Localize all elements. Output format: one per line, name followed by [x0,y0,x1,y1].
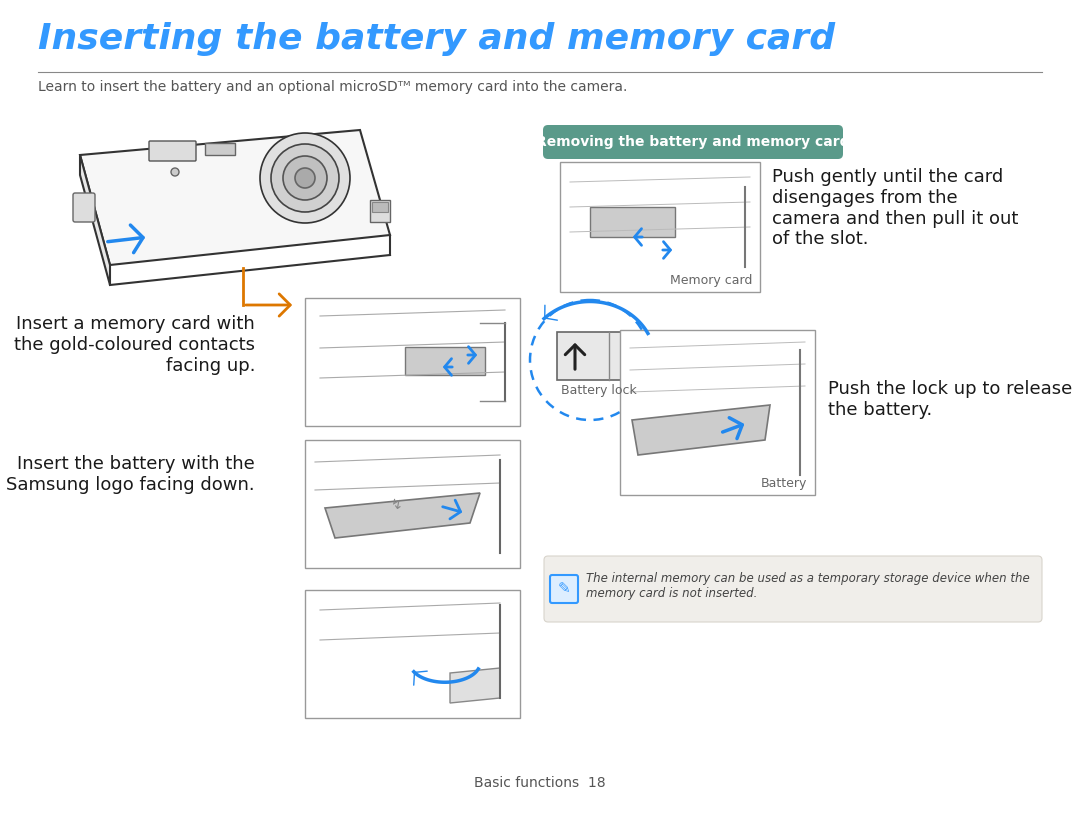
Bar [590,207,675,237]
Bar [305,590,519,718]
Text: Memory card: Memory card [670,274,752,287]
Bar [372,202,388,212]
FancyBboxPatch shape [149,141,195,161]
Text: Insert the battery with the
Samsung logo facing down.: Insert the battery with the Samsung logo… [6,455,255,494]
Bar [557,332,627,380]
Circle shape [260,133,350,223]
Circle shape [271,144,339,212]
Text: Insert a memory card with
the gold-coloured contacts
facing up.: Insert a memory card with the gold-colou… [14,315,255,375]
Text: Learn to insert the battery and an optional microSDᵀᴹ memory card into the camer: Learn to insert the battery and an optio… [38,80,627,94]
Polygon shape [325,493,480,538]
Polygon shape [450,668,500,703]
Text: Push the lock up to release
the battery.: Push the lock up to release the battery. [828,380,1072,419]
Bar [405,347,485,375]
Text: Battery lock: Battery lock [561,384,637,397]
Polygon shape [80,155,110,285]
Circle shape [283,156,327,200]
Text: Basic functions  18: Basic functions 18 [474,776,606,790]
Circle shape [171,168,179,176]
Polygon shape [632,405,770,455]
FancyBboxPatch shape [544,556,1042,622]
Polygon shape [80,130,390,265]
FancyBboxPatch shape [73,193,95,222]
Text: Inserting the battery and memory card: Inserting the battery and memory card [38,22,835,56]
FancyBboxPatch shape [550,575,578,603]
Text: ✎: ✎ [557,581,570,597]
Text: Removing the battery and memory card: Removing the battery and memory card [537,135,850,149]
Bar [620,330,815,495]
Bar [305,440,519,568]
Text: ↯: ↯ [391,498,403,512]
Bar [370,200,390,222]
Text: Battery: Battery [760,477,807,490]
FancyBboxPatch shape [543,125,843,159]
Circle shape [295,168,315,188]
Bar [561,162,760,292]
Bar [305,298,519,426]
Text: Push gently until the card
disengages from the
camera and then pull it out
of th: Push gently until the card disengages fr… [772,168,1018,249]
Text: The internal memory can be used as a temporary storage device when the
memory ca: The internal memory can be used as a tem… [586,572,1029,600]
Bar [205,143,235,155]
